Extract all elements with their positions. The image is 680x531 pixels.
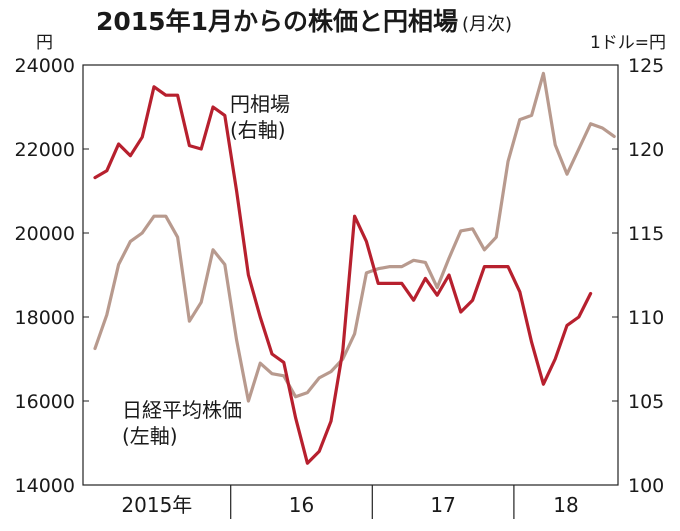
chart-title-note: (月次) [462,14,512,35]
right-axis-tick-label: 125 [628,55,664,77]
right-axis-tick-label: 115 [628,223,664,245]
left-axis-tick-label: 24000 [15,55,75,77]
right-axis-tick-label: 100 [628,475,664,497]
yen-series-line [93,85,593,465]
x-axis-category-label: 2015年 [121,493,192,517]
right-axis-tick-label: 105 [628,391,664,413]
x-axis-category-label: 18 [553,493,578,517]
right-axis-tick-label: 110 [628,307,664,329]
right-axis-unit: 1ドル=円 [590,33,666,53]
annotation-nikkei-name: 日経平均株価 [122,398,242,422]
left-axis-tick-label: 16000 [15,391,75,413]
annotation-yen-name: 円相場 [230,92,290,116]
left-axis-tick-label: 18000 [15,307,75,329]
plot-frame-border [82,64,619,486]
right-axis-tick-label: 120 [628,139,664,161]
left-axis-unit: 円 [36,33,53,53]
annotation-nikkei-axis: (左軸) [122,424,178,448]
left-axis-tick-label: 14000 [15,475,75,497]
x-axis-category-label: 16 [289,493,314,517]
left-axis-tick-label: 22000 [15,139,75,161]
annotation-yen-axis: (右軸) [230,118,286,142]
nikkei-series-line [93,71,616,403]
left-axis-tick-label: 20000 [15,223,75,245]
chart-title: 2015年1月からの株価と円相場 [96,7,458,36]
x-axis-category-label: 17 [430,493,455,517]
